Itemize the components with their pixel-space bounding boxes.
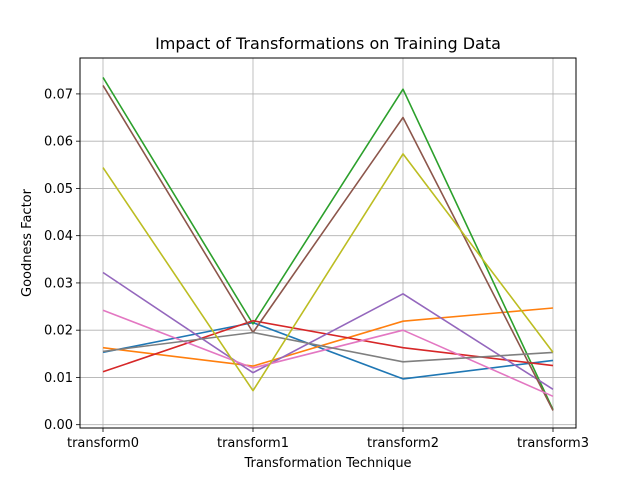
- y-tick-label: 0.00: [44, 418, 73, 433]
- series-line-3: [102, 76, 554, 410]
- x-tick-label: transform1: [217, 436, 289, 451]
- x-tick-label: transform2: [367, 436, 439, 451]
- y-axis-ticks: 0.00 0.01 0.02 0.03 0.04 0.05 0.06 0.07: [44, 87, 80, 433]
- y-tick-label: 0.02: [44, 324, 73, 339]
- series-line-6: [102, 84, 554, 411]
- y-tick-label: 0.01: [44, 371, 73, 386]
- chart-title: Impact of Transformations on Training Da…: [155, 34, 501, 53]
- y-tick-label: 0.04: [44, 229, 73, 244]
- y-tick-label: 0.07: [44, 87, 73, 102]
- plot-frame: [79, 57, 577, 429]
- y-tick-label: 0.03: [44, 276, 73, 291]
- series-line-9: [102, 153, 554, 392]
- series-lines: [102, 76, 554, 411]
- x-tick-label: transform0: [67, 436, 139, 451]
- series-line-8: [102, 331, 554, 363]
- y-axis-label: Goodness Factor: [20, 188, 35, 297]
- series-line-5: [102, 271, 554, 390]
- series-line-1: [102, 321, 554, 380]
- grid: [80, 58, 576, 428]
- series-line-7: [102, 309, 554, 398]
- y-tick-label: 0.05: [44, 182, 73, 197]
- x-axis-label: Transformation Technique: [243, 456, 411, 471]
- x-axis-ticks: transform0 transform1 transform2 transform3: [67, 428, 589, 451]
- x-tick-label: transform3: [517, 436, 589, 451]
- y-tick-label: 0.06: [44, 135, 73, 150]
- series-line-2: [102, 307, 554, 367]
